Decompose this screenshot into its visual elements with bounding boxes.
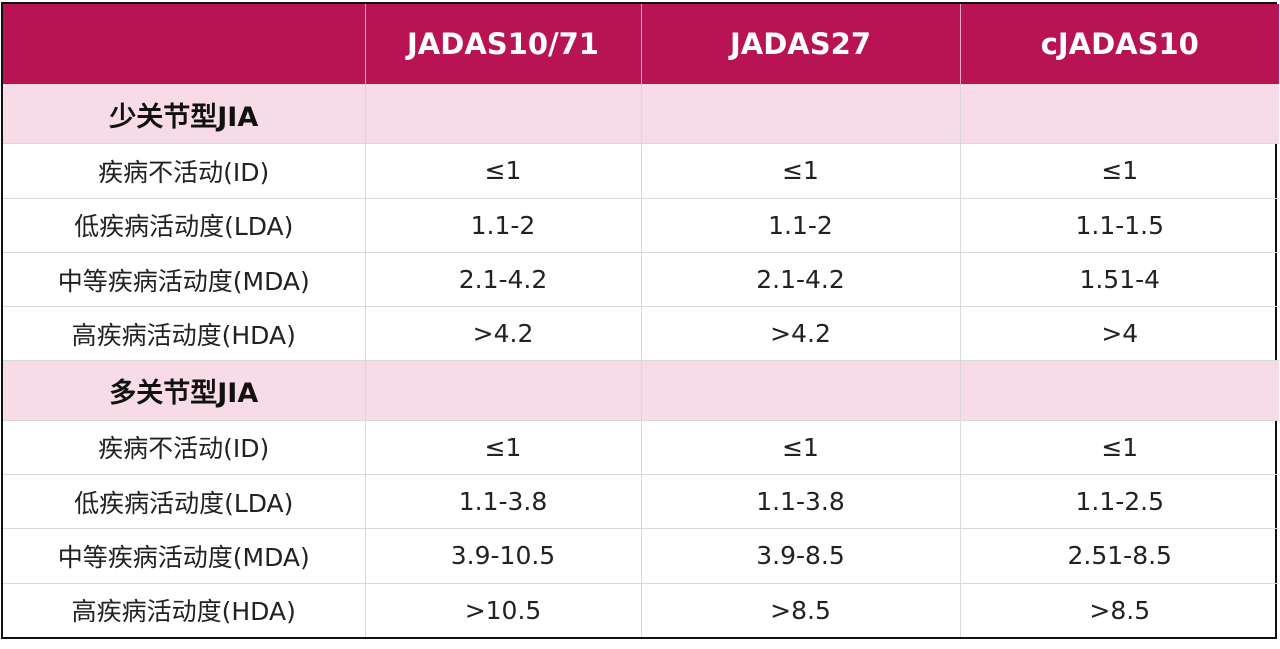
header-jadas27: JADAS27	[640, 4, 960, 85]
jadas-table-frame: JADAS10/71 JADAS27 cJADAS10 少关节型JIA 疾病不活…	[1, 2, 1279, 639]
table-header-row: JADAS10/71 JADAS27 cJADAS10	[3, 4, 1279, 85]
table-row: 中等疾病活动度(MDA) 3.9-10.5 3.9-8.5 2.51-8.5	[3, 528, 1279, 584]
cell-value: 1.1-2	[364, 197, 641, 253]
section-empty-cell	[640, 360, 960, 421]
row-label: 疾病不活动(ID)	[3, 143, 365, 199]
section-empty-cell	[364, 83, 641, 144]
cell-value: 1.1-2	[640, 197, 960, 253]
section-row-polyarticular: 多关节型JIA	[3, 360, 1279, 421]
cell-value: 2.1-4.2	[640, 251, 960, 307]
cell-value: 3.9-10.5	[364, 528, 641, 584]
section-empty-cell	[959, 83, 1279, 144]
cell-value: 1.1-3.8	[640, 474, 960, 529]
cell-value: 1.51-4	[959, 251, 1279, 307]
table-row: 中等疾病活动度(MDA) 2.1-4.2 2.1-4.2 1.51-4	[3, 251, 1279, 307]
section-title: 少关节型JIA	[3, 83, 365, 144]
table-row: 低疾病活动度(LDA) 1.1-3.8 1.1-3.8 1.1-2.5	[3, 474, 1279, 529]
cell-value: >8.5	[640, 582, 960, 637]
cell-value: ≤1	[959, 143, 1279, 199]
jadas-cutoff-table: JADAS10/71 JADAS27 cJADAS10 少关节型JIA 疾病不活…	[3, 4, 1279, 637]
table-row: 高疾病活动度(HDA) >4.2 >4.2 >4	[3, 306, 1279, 361]
row-label: 低疾病活动度(LDA)	[3, 474, 365, 529]
cell-value: ≤1	[364, 419, 641, 475]
section-empty-cell	[640, 83, 960, 144]
cell-value: >4.2	[364, 306, 641, 361]
table-row: 高疾病活动度(HDA) >10.5 >8.5 >8.5	[3, 582, 1279, 637]
row-label: 低疾病活动度(LDA)	[3, 197, 365, 253]
cell-value: ≤1	[959, 419, 1279, 475]
section-empty-cell	[959, 360, 1279, 421]
cell-value: 3.9-8.5	[640, 528, 960, 584]
cell-value: >4	[959, 306, 1279, 361]
cell-value: 1.1-1.5	[959, 197, 1279, 253]
row-label: 高疾病活动度(HDA)	[3, 582, 365, 637]
cell-value: >8.5	[959, 582, 1279, 637]
row-label: 中等疾病活动度(MDA)	[3, 528, 365, 584]
cell-value: ≤1	[364, 143, 641, 199]
section-empty-cell	[364, 360, 641, 421]
cell-value: >4.2	[640, 306, 960, 361]
cell-value: 1.1-3.8	[364, 474, 641, 529]
section-row-oligoarticular: 少关节型JIA	[3, 83, 1279, 144]
table-row: 疾病不活动(ID) ≤1 ≤1 ≤1	[3, 419, 1279, 475]
table-row: 低疾病活动度(LDA) 1.1-2 1.1-2 1.1-1.5	[3, 197, 1279, 253]
row-label: 中等疾病活动度(MDA)	[3, 251, 365, 307]
cell-value: >10.5	[364, 582, 641, 637]
cell-value: ≤1	[640, 419, 960, 475]
row-label: 高疾病活动度(HDA)	[3, 306, 365, 361]
header-cjadas10: cJADAS10	[959, 4, 1279, 85]
cell-value: 2.51-8.5	[959, 528, 1279, 584]
header-jadas10-71: JADAS10/71	[364, 4, 641, 85]
section-title: 多关节型JIA	[3, 360, 365, 421]
table-row: 疾病不活动(ID) ≤1 ≤1 ≤1	[3, 143, 1279, 199]
header-corner-cell	[3, 4, 365, 85]
cell-value: ≤1	[640, 143, 960, 199]
cell-value: 1.1-2.5	[959, 474, 1279, 529]
cell-value: 2.1-4.2	[364, 251, 641, 307]
row-label: 疾病不活动(ID)	[3, 419, 365, 475]
